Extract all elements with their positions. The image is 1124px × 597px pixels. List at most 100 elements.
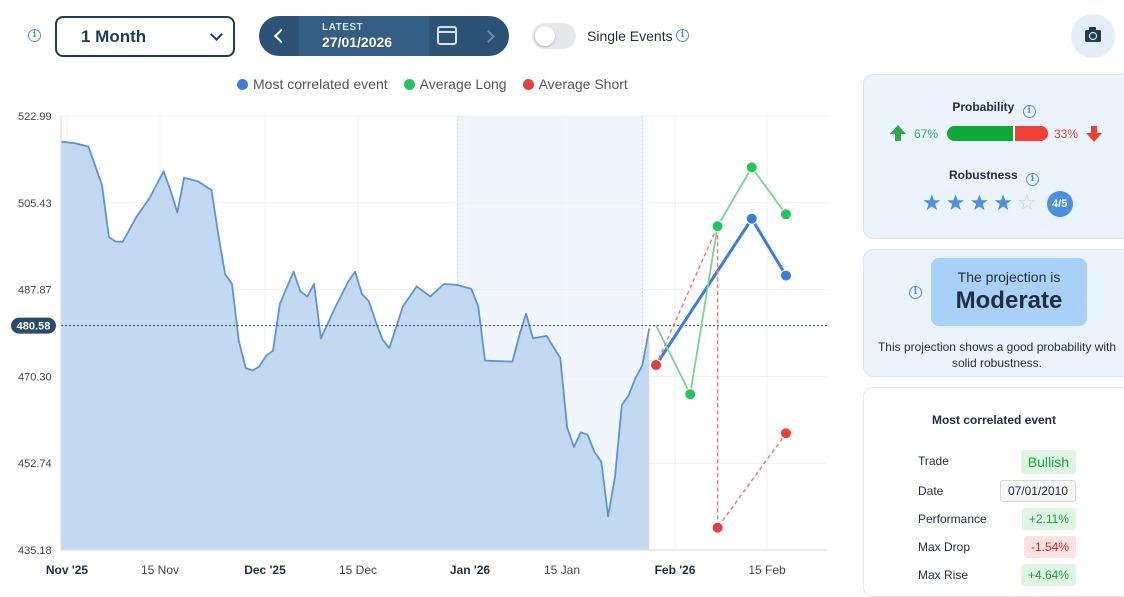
x-tick-label: Nov '25: [46, 563, 89, 577]
projection-point: [711, 521, 724, 534]
projection-line: [655, 225, 787, 529]
arrow-up-icon: [890, 125, 906, 142]
y-tick-label: 487.87: [18, 285, 52, 297]
x-tick-label: 15 Feb: [748, 563, 786, 577]
period-select[interactable]: 1 Month: [55, 16, 235, 57]
latest-label: LATEST: [322, 22, 364, 33]
probability-row: 67% 33%: [890, 124, 1102, 144]
event-title: Most correlated event: [931, 413, 1057, 427]
event-row-label: Trade: [918, 454, 949, 468]
latest-date-display[interactable]: LATEST 27/01/2026: [299, 16, 429, 56]
event-row-label: Max Rise: [918, 568, 969, 582]
legend-item-average-short[interactable]: Average Short: [522, 76, 628, 92]
legend-item-average-long[interactable]: Average Long: [403, 76, 507, 92]
screenshot-button[interactable]: [1071, 14, 1115, 58]
projection-prefix: The projection is: [957, 269, 1061, 285]
legend-label: Most correlated event: [253, 76, 388, 92]
toolbar: i 1 Month LATEST 27/01/2026 Single Event…: [0, 0, 1124, 72]
probability-bar-short: [1014, 126, 1048, 141]
info-icon[interactable]: i: [909, 286, 922, 299]
chevron-left-icon: [273, 28, 289, 44]
legend-label: Average Long: [419, 76, 507, 92]
current-value-badge: [11, 317, 56, 334]
short-probability: 33%: [1053, 127, 1078, 141]
legend-dot: [237, 78, 248, 90]
chevron-down-icon: [210, 28, 223, 41]
projection-point: [779, 427, 792, 440]
info-icon[interactable]: i: [1026, 173, 1040, 186]
chart-legend: Most correlated event Average Long Avera…: [237, 76, 628, 92]
projection-grade-box: The projection is Moderate: [931, 258, 1087, 326]
projection-point: [779, 269, 792, 282]
legend-item-most-correlated[interactable]: Most correlated event: [237, 76, 388, 92]
event-row-performance: Performance +2.11%: [918, 508, 1088, 530]
robustness-score-badge: 4/5: [1046, 191, 1073, 217]
x-tick-label: 15 Dec: [339, 563, 377, 577]
robustness-stars: ★ ★ ★ ★ ☆ 4/5: [922, 191, 1073, 217]
period-select-value: 1 Month: [81, 26, 147, 46]
probability-bar-long: [947, 126, 1015, 141]
star-icon: ☆: [1016, 191, 1037, 216]
legend-label: Average Short: [538, 76, 628, 92]
info-icon[interactable]: i: [1022, 105, 1036, 118]
projection-point: [711, 220, 724, 233]
performance-value: +2.11%: [1021, 508, 1076, 530]
long-probability: 67%: [914, 127, 939, 141]
y-tick-label: 505.43: [18, 198, 52, 210]
current-value-label: 480.58: [17, 321, 51, 333]
y-tick-label: 452.74: [18, 458, 52, 470]
history-line: [60, 140, 651, 518]
projection-panel: i The projection is Moderate This projec…: [863, 249, 1124, 377]
max-drop-value: -1.54%: [1023, 536, 1076, 558]
event-row-label: Performance: [918, 512, 987, 526]
most-correlated-event-panel: Most correlated event Trade Bullish Date…: [863, 387, 1124, 597]
history-area: [61, 141, 650, 550]
single-events-toggle[interactable]: [532, 23, 576, 49]
probability-bar: [947, 126, 1048, 141]
projection-point: [745, 212, 758, 225]
x-tick-label: Dec '25: [244, 563, 286, 577]
star-icon: ★: [945, 191, 966, 216]
star-icon: ★: [993, 191, 1013, 216]
projection-grade: Moderate: [955, 287, 1063, 314]
x-tick-label: Feb '26: [655, 563, 696, 577]
single-events-label: Single Events: [587, 28, 673, 44]
event-date-value: 07/01/2010: [999, 480, 1076, 502]
projection-point: [745, 161, 758, 174]
date-navigator: LATEST 27/01/2026: [259, 16, 509, 56]
chevron-right-icon: [481, 29, 495, 43]
legend-dot: [522, 78, 534, 90]
robustness-title: Robustness i: [864, 168, 1124, 186]
robustness-title-text: Robustness: [948, 168, 1018, 182]
info-icon[interactable]: i: [676, 29, 689, 42]
event-row-label: Max Drop: [918, 540, 971, 554]
y-tick-label: 522.99: [18, 111, 52, 123]
projection-point: [650, 359, 663, 372]
projection-description: This projection shows a good probability…: [877, 340, 1117, 370]
price-chart[interactable]: 522.99 505.43 487.87 470.30 452.74 435.18 Nov …: [0, 100, 850, 591]
y-tick-label: 470.30: [18, 371, 52, 383]
star-icon: ★: [922, 191, 942, 216]
event-row-date: Date 07/01/2010: [918, 480, 1088, 502]
next-date-button[interactable]: [475, 16, 505, 56]
event-row-max-rise: Max Rise +4.64%: [918, 564, 1088, 586]
projection-point: [779, 208, 792, 221]
toggle-knob: [535, 26, 555, 46]
star-icon: ★: [969, 191, 990, 216]
latest-date: 27/01/2026: [322, 34, 393, 50]
calendar-icon[interactable]: [437, 26, 457, 45]
max-rise-value: +4.64%: [1020, 564, 1076, 586]
info-icon[interactable]: i: [28, 29, 41, 42]
projection-point: [684, 388, 697, 401]
legend-dot: [403, 78, 415, 90]
event-row-trade: Trade Bullish: [918, 450, 1088, 474]
arrow-down-icon: [1086, 125, 1102, 142]
probability-title-text: Probability: [952, 100, 1015, 114]
previous-date-button[interactable]: [259, 16, 299, 56]
probability-panel: Probability i 67% 33% Robustness i ★ ★ ★ ★ ☆…: [863, 74, 1124, 239]
x-tick-label: 15 Nov: [141, 563, 179, 577]
event-row-max-drop: Max Drop -1.54%: [918, 536, 1088, 558]
x-tick-label: 15 Jan: [544, 563, 580, 577]
y-tick-label: 435.18: [18, 545, 52, 557]
trade-badge: Bullish: [1020, 450, 1076, 474]
